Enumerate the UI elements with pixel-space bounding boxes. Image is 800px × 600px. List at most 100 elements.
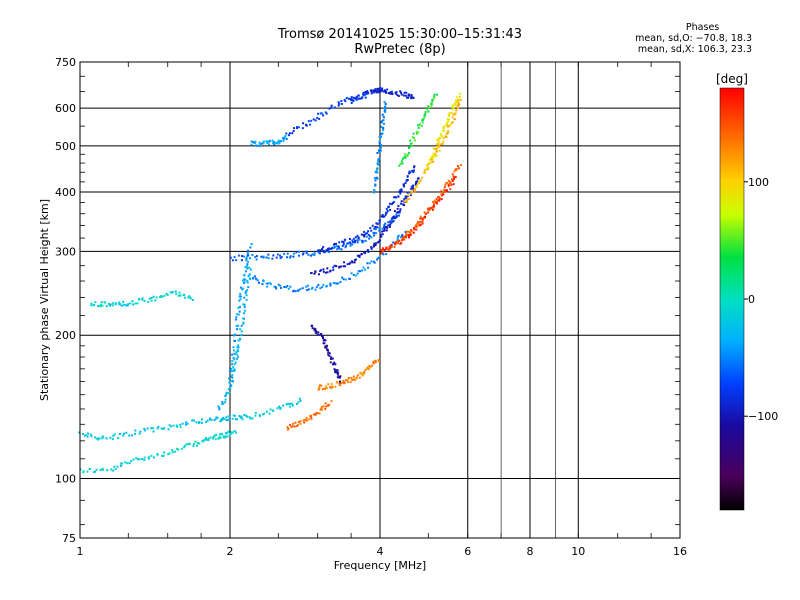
data-point: [245, 414, 248, 417]
data-point: [338, 247, 341, 250]
data-point: [334, 369, 337, 372]
data-point: [435, 154, 438, 157]
data-point: [333, 264, 336, 267]
data-point: [317, 249, 320, 252]
data-point: [431, 98, 434, 101]
data-point: [242, 322, 245, 325]
data-point: [408, 231, 411, 234]
data-point: [430, 158, 433, 161]
data-point: [292, 255, 295, 258]
data-point: [386, 88, 389, 91]
data-point: [181, 422, 184, 425]
data-point: [318, 117, 321, 120]
data-point: [273, 285, 276, 288]
data-point: [107, 303, 110, 306]
data-point: [179, 423, 182, 426]
data-point: [244, 278, 247, 281]
data-point: [344, 246, 347, 249]
data-point: [89, 433, 92, 436]
data-point: [378, 219, 381, 222]
data-point: [408, 94, 411, 97]
data-point: [214, 438, 217, 441]
data-point: [378, 226, 381, 229]
data-point: [239, 292, 242, 295]
data-point: [292, 130, 295, 133]
data-point: [141, 298, 144, 301]
data-point: [254, 411, 257, 414]
colorbar-tick-label: −100: [748, 410, 778, 423]
data-point: [433, 199, 436, 202]
data-point: [390, 219, 393, 222]
data-point: [101, 467, 104, 470]
data-point: [305, 124, 308, 127]
data-point: [114, 467, 117, 470]
data-point: [341, 276, 344, 279]
data-point: [349, 277, 352, 280]
data-point: [313, 272, 316, 275]
data-point: [440, 192, 443, 195]
data-point: [347, 377, 350, 380]
data-point: [404, 230, 407, 233]
data-point: [341, 244, 344, 247]
data-point: [239, 337, 242, 340]
data-point: [161, 454, 164, 457]
data-point: [254, 255, 257, 258]
data-point: [282, 404, 285, 407]
data-point: [215, 416, 218, 419]
data-point: [438, 196, 441, 199]
data-point: [407, 146, 410, 149]
data-point: [452, 183, 455, 186]
data-point: [325, 250, 328, 253]
data-point: [356, 241, 359, 244]
data-point: [319, 270, 322, 273]
data-point: [434, 153, 437, 156]
data-point: [360, 233, 363, 236]
data-point: [401, 157, 404, 160]
data-point: [380, 133, 383, 136]
data-point: [163, 294, 166, 297]
data-point: [82, 471, 85, 474]
data-point: [179, 294, 182, 297]
data-point: [237, 313, 240, 316]
data-point: [239, 328, 242, 331]
data-point: [318, 386, 321, 389]
data-point: [129, 302, 132, 305]
data-point: [432, 147, 435, 150]
data-point: [127, 303, 130, 306]
data-point: [232, 356, 235, 359]
data-point: [176, 447, 179, 450]
data-point: [277, 139, 280, 142]
data-point: [323, 387, 326, 390]
data-point: [227, 388, 230, 391]
data-point: [317, 273, 320, 276]
data-point: [174, 290, 177, 293]
data-point: [378, 140, 381, 143]
data-point: [243, 303, 246, 306]
data-point: [442, 188, 445, 191]
data-point: [405, 235, 408, 238]
data-point: [363, 373, 366, 376]
data-point: [236, 346, 239, 349]
data-point: [295, 251, 298, 254]
data-point: [171, 451, 174, 454]
data-point: [388, 245, 391, 248]
data-point: [383, 227, 386, 230]
y-axis-label: Stationary phase Virtual Height [km]: [38, 199, 51, 401]
data-point: [299, 399, 302, 402]
data-point: [339, 375, 342, 378]
data-point: [401, 162, 404, 165]
data-point: [230, 367, 233, 370]
data-point: [286, 284, 289, 287]
y-tick-label: 750: [55, 56, 76, 69]
data-point: [237, 346, 240, 349]
data-point: [297, 421, 300, 424]
data-point: [134, 429, 137, 432]
data-point: [147, 456, 150, 459]
data-point: [185, 443, 188, 446]
data-point: [362, 251, 365, 254]
data-point: [450, 122, 453, 125]
data-point: [192, 444, 195, 447]
data-point: [352, 100, 355, 103]
data-point: [89, 467, 92, 470]
